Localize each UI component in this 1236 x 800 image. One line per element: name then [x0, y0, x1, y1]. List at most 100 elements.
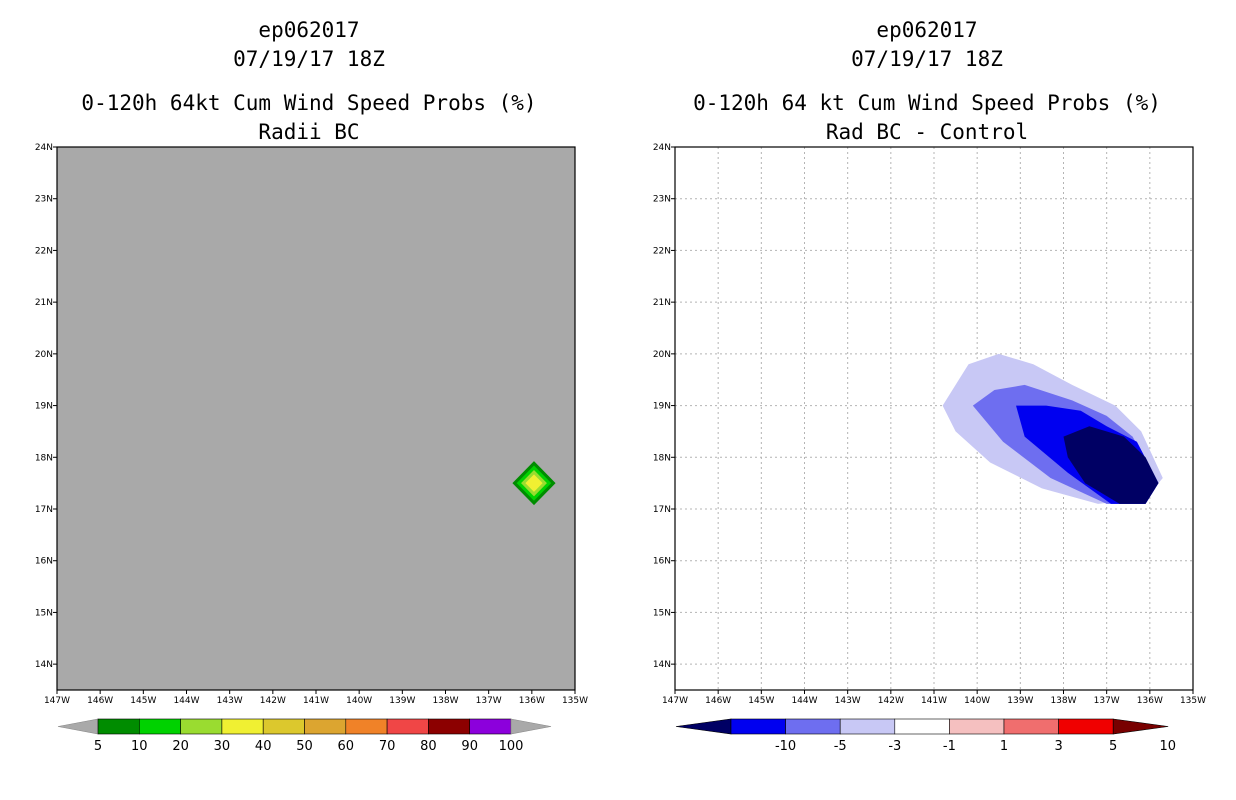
y-tick-label: 17N — [653, 505, 671, 515]
y-tick-label: 22N — [35, 246, 53, 256]
right-title-sub: Rad BC - Control — [826, 120, 1028, 144]
colorbar-label: -3 — [888, 739, 901, 754]
x-tick-label: 145W — [130, 696, 156, 706]
colorbar-swatch — [386, 718, 429, 735]
colorbar-swatch — [949, 718, 1005, 735]
right-title-date: 07/19/17 18Z — [851, 47, 1003, 71]
y-tick-label: 15N — [653, 608, 671, 618]
colorbar-swatch — [469, 718, 512, 735]
x-tick-label: 145W — [748, 696, 774, 706]
y-tick-label: 24N — [653, 143, 671, 153]
colorbar-label: 70 — [379, 739, 396, 754]
colorbar-label: 3 — [1054, 739, 1062, 754]
colorbar-swatch — [180, 718, 223, 735]
y-tick-label: 16N — [35, 557, 53, 567]
left-x-axis: 147W 146W 145W 144W 143W 142W 141W 140W 139W 138W… — [44, 690, 588, 706]
colorbar-label: 90 — [461, 739, 478, 754]
y-tick-label: 20N — [35, 350, 53, 360]
y-tick-label: 21N — [35, 298, 53, 308]
colorbar-swatch — [139, 718, 181, 735]
colorbar-swatch — [262, 718, 305, 735]
y-tick-label: 19N — [35, 402, 53, 412]
x-tick-label: 144W — [791, 696, 817, 706]
x-tick-label: 138W — [1050, 696, 1076, 706]
y-tick-label: 14N — [35, 660, 53, 670]
x-tick-label: 141W — [921, 696, 947, 706]
y-tick-label: 23N — [653, 195, 671, 205]
colorbar-label: 5 — [94, 739, 102, 754]
y-tick-label: 18N — [35, 453, 53, 463]
colorbar-swatch — [1003, 718, 1059, 735]
x-tick-label: 136W — [519, 696, 545, 706]
colorbar-swatch — [785, 718, 841, 735]
left-y-axis: 14N 15N 16N 17N 18N 19N 20N 21N 22N 23N 24N — [35, 143, 57, 670]
x-tick-label: 138W — [432, 696, 458, 706]
x-tick-label: 143W — [217, 696, 243, 706]
colorbar-right-arrow — [510, 718, 552, 735]
left-colorbar: 5 10 20 30 40 50 60 70 80 90 100 — [57, 718, 552, 754]
left-title-date: 07/19/17 18Z — [233, 47, 385, 71]
colorbar-right-arrow — [1112, 718, 1169, 735]
right-title-main: 0-120h 64 kt Cum Wind Speed Probs (%) — [693, 91, 1161, 115]
x-tick-label: 135W — [562, 696, 588, 706]
x-tick-label: 147W — [44, 696, 70, 706]
y-tick-label: 16N — [653, 557, 671, 567]
colorbar-swatch — [894, 718, 950, 735]
x-tick-label: 140W — [346, 696, 372, 706]
x-tick-label: 146W — [87, 696, 113, 706]
right-title-storm: ep062017 — [876, 18, 977, 42]
y-tick-label: 18N — [653, 453, 671, 463]
colorbar-swatch — [304, 718, 347, 735]
y-tick-label: 24N — [35, 143, 53, 153]
x-tick-label: 139W — [1007, 696, 1033, 706]
y-tick-label: 17N — [35, 505, 53, 515]
x-tick-label: 136W — [1137, 696, 1163, 706]
x-tick-label: 137W — [476, 696, 502, 706]
right-contours — [942, 353, 1163, 504]
x-tick-label: 137W — [1094, 696, 1120, 706]
colorbar-swatch — [97, 718, 140, 735]
colorbar-swatch — [428, 718, 470, 735]
x-tick-label: 141W — [303, 696, 329, 706]
colorbar-label: 50 — [296, 739, 313, 754]
x-tick-label: 146W — [705, 696, 731, 706]
colorbar-label: 40 — [255, 739, 272, 754]
right-colorbar: -10 -5 -3 -1 1 3 5 10 — [675, 718, 1177, 754]
colorbar-swatch — [1058, 718, 1114, 735]
y-tick-label: 21N — [653, 298, 671, 308]
colorbar-label: 5 — [1109, 739, 1117, 754]
colorbar-label: 80 — [420, 739, 437, 754]
contour-level-30 — [525, 474, 543, 492]
colorbar-label: 30 — [214, 739, 231, 754]
y-tick-label: 15N — [35, 608, 53, 618]
left-title-main: 0-120h 64kt Cum Wind Speed Probs (%) — [81, 91, 536, 115]
colorbar-left-arrow — [675, 718, 732, 735]
colorbar-left-arrow — [57, 718, 99, 735]
left-contours — [512, 461, 556, 506]
colorbar-label: -1 — [943, 739, 956, 754]
colorbar-label: 1 — [1000, 739, 1008, 754]
colorbar-swatch — [839, 718, 896, 735]
colorbar-label: 10 — [1160, 739, 1177, 754]
colorbar-swatch — [221, 718, 264, 735]
y-tick-label: 23N — [35, 195, 53, 205]
x-tick-label: 135W — [1180, 696, 1206, 706]
x-tick-label: 144W — [173, 696, 199, 706]
right-panel: ep062017 07/19/17 18Z 0-120h 64 kt Cum W… — [653, 18, 1206, 754]
right-y-axis: 14N 15N 16N 17N 18N 19N 20N 21N 22N 23N 24N — [653, 143, 675, 670]
y-tick-label: 20N — [653, 350, 671, 360]
y-tick-label: 22N — [653, 246, 671, 256]
colorbar-label: -10 — [775, 739, 796, 754]
left-panel: ep062017 07/19/17 18Z 0-120h 64kt Cum Wi… — [35, 18, 588, 754]
colorbar-swatch — [730, 718, 786, 735]
colorbar-label: 100 — [499, 739, 524, 754]
x-tick-label: 142W — [878, 696, 904, 706]
colorbar-label: 60 — [338, 739, 355, 754]
x-tick-label: 143W — [835, 696, 861, 706]
y-tick-label: 19N — [653, 402, 671, 412]
left-title-storm: ep062017 — [258, 18, 359, 42]
x-tick-label: 147W — [662, 696, 688, 706]
contour-level-neg10 — [1063, 426, 1159, 504]
colorbar-label: 20 — [172, 739, 189, 754]
left-title-sub: Radii BC — [258, 120, 359, 144]
